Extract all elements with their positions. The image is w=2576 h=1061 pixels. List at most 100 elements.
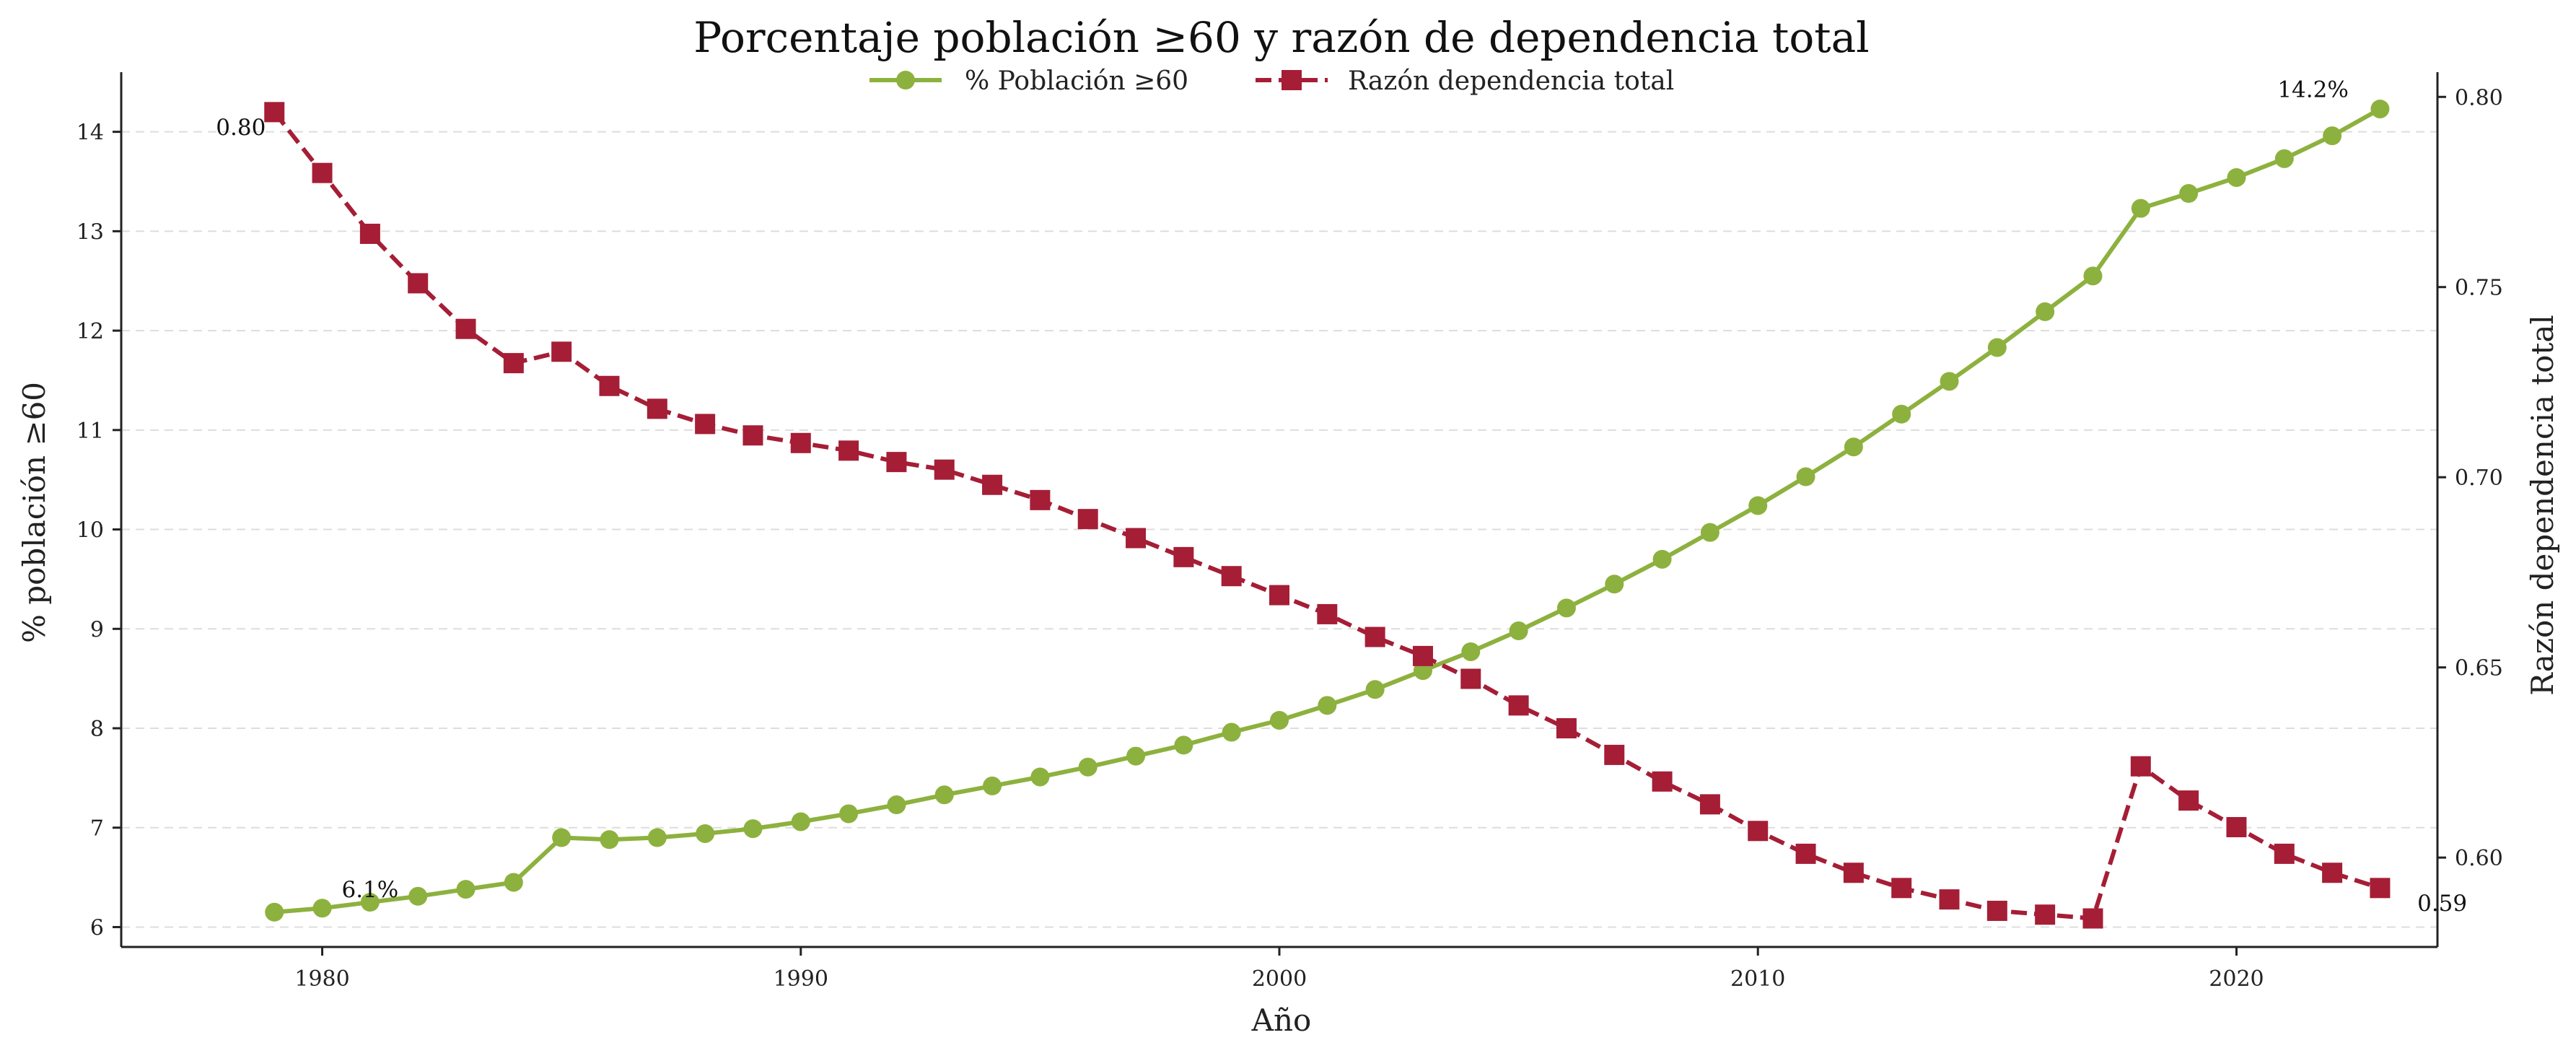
data-point-pop60	[934, 785, 954, 805]
data-point-dependency	[1795, 843, 1816, 864]
data-point-pop60	[1652, 549, 1672, 569]
data-point-dependency	[1891, 878, 1912, 899]
data-point-dependency	[1030, 489, 1051, 510]
data-point-pop60	[647, 828, 667, 847]
data-point-pop60	[1844, 437, 1863, 457]
data-point-dependency	[1699, 794, 1720, 815]
data-point-pop60	[408, 886, 428, 906]
data-point-dependency	[2130, 756, 2151, 777]
left-y-axis-title: % población ≥60	[17, 382, 52, 643]
data-point-dependency	[503, 353, 524, 374]
data-point-dependency	[2370, 878, 2391, 899]
data-point-pop60	[1796, 467, 1815, 486]
left-y-ticks: 6 7 8 9 10 11 12 13 14	[76, 121, 121, 940]
data-point-pop60	[791, 812, 810, 831]
legend-label-dependency: Razón dependencia total	[1348, 66, 1674, 96]
data-point-dependency	[1412, 645, 1433, 666]
data-point-pop60	[600, 830, 619, 850]
data-point-pop60	[2083, 266, 2103, 286]
data-point-pop60	[1126, 746, 1146, 766]
left-y-tick-label: 8	[90, 717, 104, 742]
x-tick-label: 2010	[1730, 966, 1785, 992]
data-point-pop60	[1270, 710, 1289, 730]
data-point-dependency	[1077, 509, 1098, 530]
legend-marker-pop60	[896, 71, 915, 89]
data-point-pop60	[2227, 167, 2246, 187]
data-point-pop60	[1030, 767, 1050, 787]
data-point-pop60	[1222, 722, 1241, 742]
data-point-dependency	[2178, 790, 2199, 811]
legend: % Población ≥60 Razón dependencia total	[869, 66, 1674, 96]
left-y-tick-label: 14	[76, 121, 104, 146]
chart-title: Porcentaje población ≥60 y razón de depe…	[693, 13, 1869, 62]
data-point-pop60	[552, 828, 571, 847]
data-point-pop60	[1174, 735, 1193, 755]
data-point-dependency	[1508, 695, 1529, 716]
right-y-tick-label: 0.75	[2455, 276, 2503, 301]
data-point-pop60	[1365, 680, 1385, 699]
data-point-pop60	[2274, 149, 2294, 168]
data-point-dependency	[982, 474, 1003, 495]
data-point-dependency	[1460, 668, 1481, 689]
data-point-pop60	[2179, 184, 2199, 204]
annotation-label: 0.80	[216, 115, 266, 141]
data-point-dependency	[359, 223, 380, 244]
data-point-dependency	[408, 273, 429, 294]
data-point-dependency	[2274, 843, 2295, 864]
right-y-tick-label: 0.70	[2455, 466, 2503, 491]
right-y-ticks: 0.60 0.65 0.70 0.75 0.80	[2437, 85, 2503, 871]
x-tick-label: 2000	[1252, 966, 1307, 992]
data-point-dependency	[886, 452, 907, 473]
data-point-pop60	[265, 902, 284, 922]
x-tick-label: 2020	[2209, 966, 2264, 992]
data-point-pop60	[696, 824, 715, 843]
data-point-pop60	[1461, 642, 1481, 661]
data-point-pop60	[360, 893, 380, 912]
left-y-tick-label: 6	[90, 915, 104, 940]
legend-entry-dependency: Razón dependencia total	[1256, 66, 1674, 96]
data-point-dependency	[742, 425, 763, 446]
right-y-axis-title: Razón dependencia total	[2525, 315, 2560, 696]
legend-marker-dependency	[1282, 70, 1302, 90]
left-y-tick-label: 10	[76, 518, 104, 543]
data-point-dependency	[838, 440, 859, 461]
right-y-tick-label: 0.80	[2455, 85, 2503, 110]
series-line-pop60	[273, 107, 2381, 914]
x-tick-label: 1990	[774, 966, 828, 992]
left-y-tick-label: 13	[76, 219, 104, 245]
data-point-pop60	[2036, 302, 2055, 321]
data-point-pop60	[2131, 198, 2150, 218]
left-y-tick-label: 12	[76, 319, 104, 344]
data-point-pop60	[887, 795, 906, 815]
data-point-dependency	[1364, 626, 1385, 647]
data-point-dependency	[2082, 908, 2103, 929]
data-point-pop60	[1509, 621, 1528, 641]
x-axis-title: Año	[1251, 1003, 1312, 1038]
left-y-tick-label: 7	[90, 816, 104, 842]
series-pop60	[265, 99, 2390, 922]
data-point-pop60	[1748, 496, 1768, 515]
data-point-dependency	[2035, 904, 2056, 925]
left-y-tick-label: 9	[90, 617, 104, 642]
data-point-dependency	[551, 341, 572, 362]
data-point-dependency	[790, 432, 811, 453]
data-point-dependency	[1652, 771, 1673, 792]
data-point-pop60	[743, 819, 763, 839]
data-point-pop60	[1318, 696, 1337, 715]
data-point-dependency	[1173, 546, 1194, 567]
data-point-pop60	[1078, 757, 1098, 777]
data-point-dependency	[599, 375, 620, 396]
right-y-tick-label: 0.65	[2455, 656, 2503, 681]
data-point-dependency	[934, 459, 955, 480]
data-point-dependency	[1556, 718, 1577, 738]
legend-entry-pop60: % Población ≥60	[869, 66, 1188, 96]
data-point-dependency	[1748, 821, 1769, 842]
data-point-dependency	[1604, 744, 1625, 765]
data-point-dependency	[264, 102, 285, 123]
data-point-dependency	[1843, 863, 1864, 883]
data-point-pop60	[1987, 338, 2007, 357]
data-point-dependency	[1269, 585, 1289, 606]
data-point-dependency	[1939, 889, 1960, 910]
annotation-label: 14.2%	[2277, 77, 2348, 102]
left-y-tick-label: 11	[76, 419, 104, 444]
